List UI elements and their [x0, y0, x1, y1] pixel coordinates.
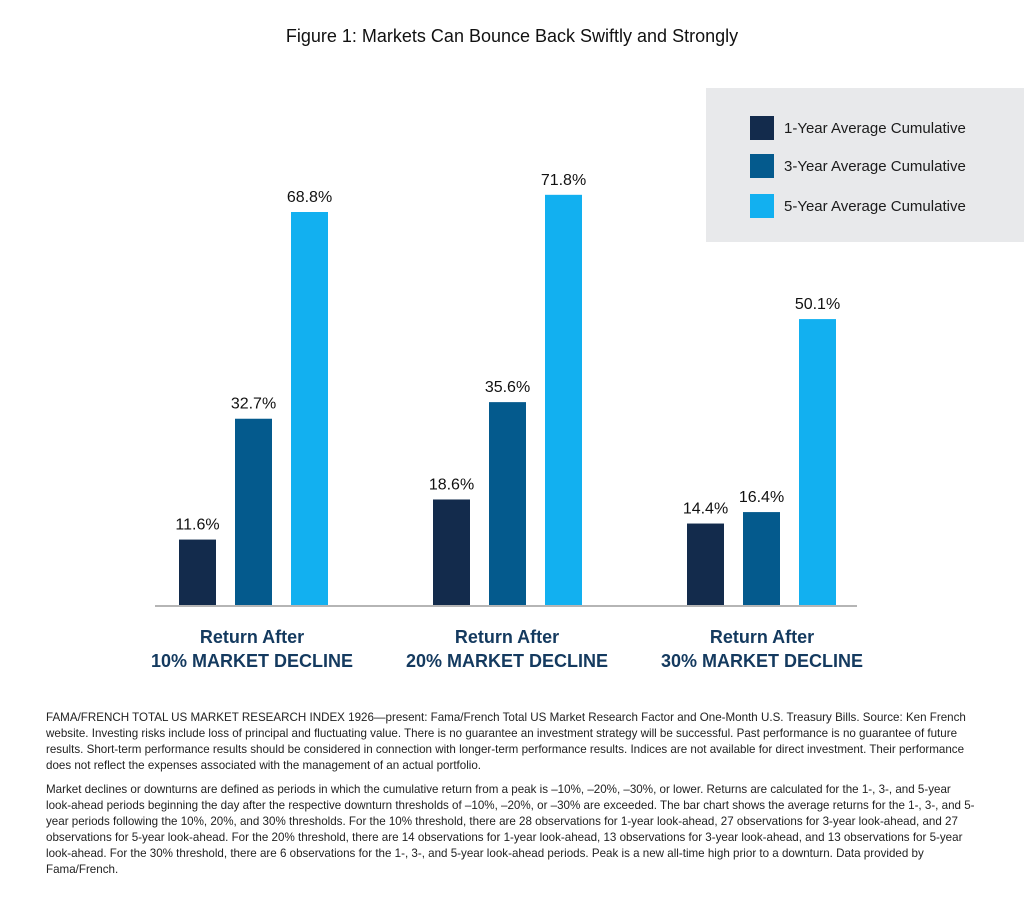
- bar-30-3-year: [743, 512, 780, 606]
- bar-chart: 11.6% 18.6% 14.4% 32.7% 35.6% 16.4% 68.8% 71.8%…: [155, 172, 857, 607]
- legend-item-5-year: 5-Year Average Cumulative: [750, 192, 966, 220]
- category-label-30-line2: 30% MARKET DECLINE: [660, 651, 864, 671]
- legend-label-1-year: 1-Year Average Cumulative: [784, 119, 966, 137]
- data-label-30-5-year: 50.1%: [795, 296, 840, 313]
- footnote-methodology: Market declines or downturns are defined…: [46, 783, 975, 876]
- data-label-30-1-year: 14.4%: [683, 501, 728, 518]
- category-label-20-line2: 20% MARKET DECLINE: [405, 651, 609, 671]
- chart-title: Figure 1: Markets Can Bounce Back Swiftl…: [285, 26, 739, 46]
- category-label-10: Return After 10% MARKET DECLINE: [122, 625, 382, 673]
- legend-swatch-1-year: [750, 116, 774, 140]
- data-label-20-5-year: 71.8%: [541, 172, 586, 189]
- bar-10-5-year: [291, 212, 328, 606]
- bar-10-3-year: [235, 418, 272, 606]
- legend-swatch-3-year: [750, 154, 774, 178]
- category-label-30: Return After 30% MARKET DECLINE: [632, 625, 892, 673]
- data-label-20-3-year: 35.6%: [485, 379, 530, 396]
- data-label-30-3-year: 16.4%: [739, 489, 784, 506]
- category-label-20-line1: Return After: [454, 627, 560, 647]
- data-label-20-1-year: 18.6%: [429, 476, 474, 493]
- category-label-10-line1: Return After: [199, 627, 305, 647]
- data-label-10-3-year: 32.7%: [231, 396, 276, 413]
- legend-swatch-5-year: [750, 194, 774, 218]
- legend: 1-Year Average Cumulative 3-Year Average…: [706, 88, 1024, 242]
- bar-10-1-year: [179, 539, 216, 606]
- footnote-index-source: FAMA/FRENCH TOTAL US MARKET RESEARCH IND…: [46, 711, 966, 772]
- footnotes: FAMA/FRENCH TOTAL US MARKET RESEARCH IND…: [46, 710, 978, 886]
- bar-30-5-year: [799, 319, 836, 606]
- data-label-10-5-year: 68.8%: [287, 189, 332, 206]
- bar-20-1-year: [433, 499, 470, 606]
- category-label-30-line1: Return After: [709, 627, 815, 647]
- legend-item-3-year: 3-Year Average Cumulative: [750, 152, 966, 180]
- data-label-10-1-year: 11.6%: [175, 517, 219, 534]
- category-label-20: Return After 20% MARKET DECLINE: [377, 625, 637, 673]
- legend-label-5-year: 5-Year Average Cumulative: [784, 197, 966, 215]
- bar-20-3-year: [489, 402, 526, 606]
- legend-item-1-year: 1-Year Average Cumulative: [750, 114, 966, 142]
- legend-label-3-year: 3-Year Average Cumulative: [784, 157, 966, 175]
- category-label-10-line2: 10% MARKET DECLINE: [150, 651, 354, 671]
- bar-20-5-year: [545, 194, 582, 606]
- bar-30-1-year: [687, 523, 724, 606]
